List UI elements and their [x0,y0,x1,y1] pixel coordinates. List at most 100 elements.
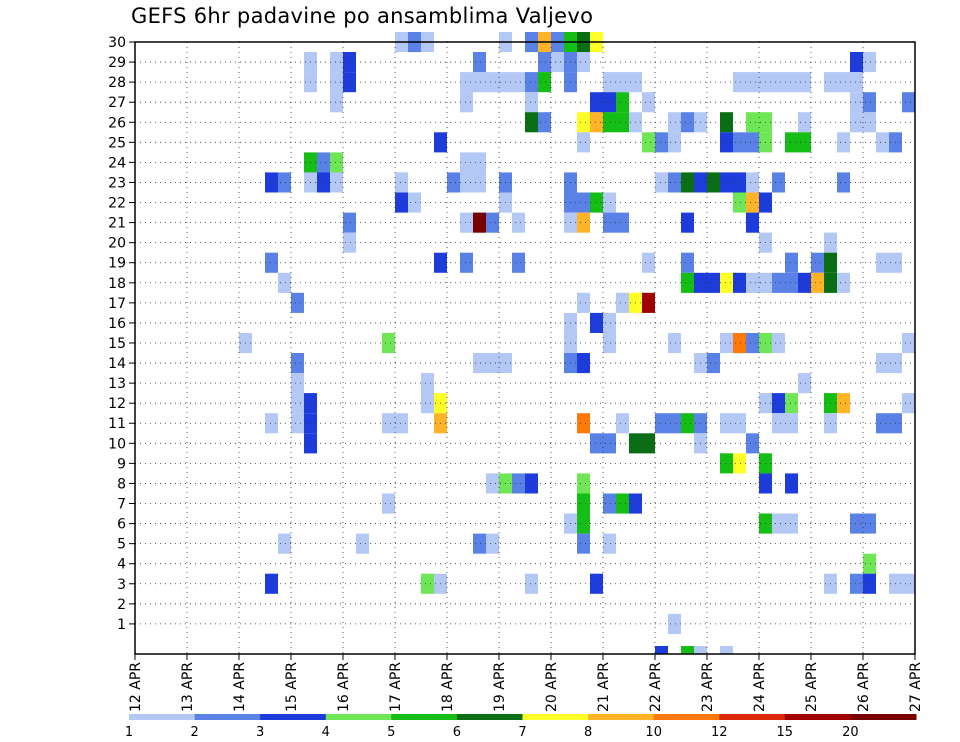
heatmap-cell [577,132,590,153]
heatmap-cell [876,413,889,434]
heatmap-cell [577,292,590,313]
heatmap-cell [512,72,525,93]
heatmap-cell [772,333,785,354]
heatmap-cell [330,172,343,193]
x-axis-ticks: 12 APR 13 APR 14 APR 15 APR 16 APR 17 APR 18 A… [128,654,924,712]
heatmap-cell [681,272,694,293]
heatmap-cell [265,172,278,193]
heatmap-cell [356,533,369,554]
heatmap-cell [655,172,668,193]
heatmap-cell [733,333,746,354]
heatmap-cell [265,413,278,434]
heatmap-cell [278,533,291,554]
heatmap-cell [733,72,746,93]
heatmap-cell [655,646,668,654]
heatmap-cell [330,72,343,93]
colorbar-label: 12 [711,725,728,740]
y-tick-label: 12 [108,396,126,412]
heatmap-cell [798,132,811,153]
colorbar-label: 4 [322,725,330,740]
heatmap-cell [590,312,603,333]
y-tick-label: 24 [108,155,126,171]
chart-title: GEFS 6hr padavine po ansamblima Valjevo [131,4,594,28]
heatmap-cell [473,533,486,554]
heatmap-cell [473,212,486,233]
heatmap-cell [603,312,616,333]
y-tick-label: 16 [108,316,126,332]
x-tick-label: 26 APR [856,662,872,712]
grid-lines [134,41,916,654]
heatmap-cell [707,172,720,193]
heatmap-cell [720,132,733,153]
heatmap-cell [772,272,785,293]
heatmap-cell [486,473,499,494]
y-tick-label: 27 [108,95,126,111]
colorbar-label: 15 [777,725,794,740]
heatmap-cell [746,72,759,93]
heatmap-cell [863,112,876,133]
heatmap-cell [382,413,395,434]
heatmap-cell [577,112,590,133]
heatmap-cell [525,72,538,93]
heatmap-cell [577,533,590,554]
heatmap-cell [772,393,785,414]
heatmap-cell [616,92,629,113]
heatmap-cell [707,353,720,374]
heatmap-cell [590,433,603,454]
heatmap-cell [460,92,473,113]
heatmap-cell [291,373,304,394]
heatmap-cell [577,52,590,73]
heatmap-cell [603,92,616,113]
heatmap-cell [616,212,629,233]
heatmap-cell [785,513,798,534]
heatmap-cell [486,353,499,374]
heatmap-cell [720,112,733,133]
y-tick-label: 5 [117,537,126,553]
colorbar-label: 1 [125,725,133,740]
heatmap-cell [863,513,876,534]
colorbar-label: 3 [256,725,264,740]
heatmap-cell [291,393,304,414]
x-tick-label: 24 APR [752,662,768,712]
heatmap-cell [720,172,733,193]
heatmap-cell [733,413,746,434]
heatmap-cell [876,353,889,374]
heatmap-cell [473,172,486,193]
heatmap-cell [538,112,551,133]
colorbar-swatch [653,714,720,720]
heatmap-cell [876,132,889,153]
heatmap-cell [668,333,681,354]
heatmap-cell [746,272,759,293]
heatmap-cell [460,172,473,193]
heatmap-cell [746,192,759,213]
colorbar-label: 20 [842,725,859,740]
heatmap-cell [421,393,434,414]
heatmap-cell [798,373,811,394]
heatmap-cell [408,192,421,213]
heatmap-cell [382,333,395,354]
heatmap-cell [850,72,863,93]
heatmap-cell [655,132,668,153]
heatmap-cell [785,132,798,153]
colorbar-label: 6 [453,725,461,740]
heatmap-cell [343,232,356,253]
colorbar-swatch [588,714,655,720]
y-tick-label: 9 [117,456,126,472]
heatmap-cell [733,172,746,193]
heatmap-cell [733,272,746,293]
heatmap-cell [772,172,785,193]
heatmap-cell [538,52,551,73]
heatmap-cell [395,192,408,213]
heatmap-cell [265,252,278,273]
heatmap-cell [603,112,616,133]
heatmap-cell [785,473,798,494]
heatmap-cell [837,393,850,414]
heatmap-cell [746,132,759,153]
colorbar-swatch [194,714,261,720]
heatmap-cell [733,453,746,474]
heatmap-cell [681,252,694,273]
heatmap-cell [551,52,564,73]
heatmap-cell [590,192,603,213]
x-tick-label: 27 APR [908,662,924,712]
